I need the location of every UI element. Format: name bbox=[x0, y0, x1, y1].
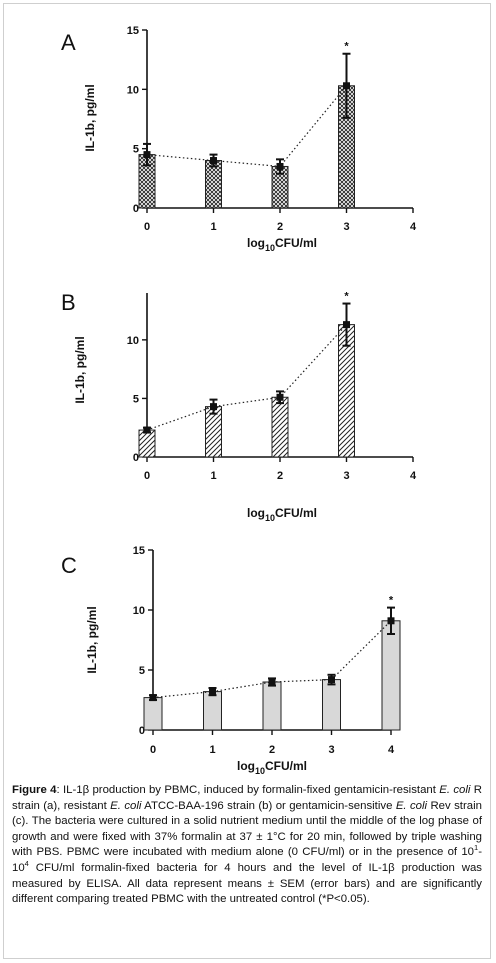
panel-c-x-tick-label-0: 0 bbox=[150, 744, 156, 756]
caption-text-3: ATCC-BAA-196 strain (b) or gentamicin-se… bbox=[141, 799, 396, 812]
figure-frame bbox=[3, 3, 491, 959]
panel-a-y-tick-label-10: 10 bbox=[127, 84, 139, 96]
panel-b-x-tick-label-2: 2 bbox=[277, 470, 283, 482]
panel-a-x-tick-label-1: 1 bbox=[210, 221, 216, 233]
panel-a-y-tick-label-0: 0 bbox=[133, 203, 139, 215]
panel-b-letter: B bbox=[61, 290, 76, 315]
caption-superscript-1: 1 bbox=[474, 843, 479, 853]
panel-b-x-axis-title-suffix: CFU/ml bbox=[275, 506, 317, 520]
panel-b-mean-marker-0 bbox=[143, 426, 151, 434]
caption-italic-3: E. coli bbox=[395, 799, 428, 812]
panel-b-x-tick-label-0: 0 bbox=[144, 470, 150, 482]
panel-a-x-tick-label-4: 4 bbox=[410, 221, 417, 233]
panel-a-mean-marker-0 bbox=[143, 151, 151, 159]
panel-c-letter: C bbox=[61, 553, 77, 578]
panel-b-y-axis-title: IL-1b, pg/ml bbox=[73, 336, 87, 403]
caption-italic-2: E. coli bbox=[110, 799, 142, 812]
caption-italic-1: E. coli bbox=[439, 784, 471, 796]
panel-a-x-tick-label-2: 2 bbox=[277, 221, 283, 233]
panel-b-y-tick-label-10: 10 bbox=[127, 335, 139, 347]
panel-b-bar-2 bbox=[271, 396, 289, 458]
panel-c-x-tick-label-4: 4 bbox=[388, 744, 395, 756]
panel-b-y-tick-label-5: 5 bbox=[133, 393, 139, 405]
panel-c-x-tick-label-2: 2 bbox=[269, 744, 275, 756]
panel-c-mean-marker-3 bbox=[328, 676, 335, 684]
panel-c-mean-marker-0 bbox=[149, 694, 157, 702]
panel-a-x-tick-label-0: 0 bbox=[144, 221, 150, 233]
panel-a-mean-marker-2 bbox=[276, 162, 284, 170]
panel-b-significance-marker-3: * bbox=[344, 291, 349, 303]
panel-a-trend-line bbox=[146, 85, 347, 168]
panel-a-mean-marker-3 bbox=[343, 82, 350, 90]
panel-b-mean-marker-1 bbox=[210, 403, 217, 411]
panel-a-x-axis-title-subscript: 10 bbox=[265, 243, 275, 253]
panel-b-x-axis-title-prefix: log bbox=[247, 506, 265, 520]
caption-label: Figure 4 bbox=[12, 784, 57, 796]
caption-text-1: : IL-1β production by PBMC, induced by f… bbox=[56, 784, 440, 796]
panel-c-mean-marker-1 bbox=[209, 688, 216, 696]
panel-c-bar-0 bbox=[143, 697, 163, 731]
panel-c-x-axis-title-suffix: CFU/ml bbox=[265, 759, 307, 773]
panel-b-x-axis-title-subscript: 10 bbox=[265, 513, 275, 523]
caption-text-5: -10 bbox=[12, 846, 482, 874]
panel-a-x-axis-title-prefix: log bbox=[247, 236, 265, 250]
panel-c-y-tick-label-15: 15 bbox=[133, 545, 145, 557]
panel-a-mean-marker-1 bbox=[210, 157, 217, 165]
panel-b-x-tick-label-4: 4 bbox=[410, 470, 417, 482]
panel-b-bar-0 bbox=[138, 429, 156, 458]
panel-a-y-tick-label-15: 15 bbox=[127, 25, 139, 37]
caption-text-2: R strain (a), resistant bbox=[12, 784, 482, 812]
panel-c-bar-3 bbox=[322, 679, 341, 731]
panel-c-significance-marker-4: * bbox=[389, 595, 394, 607]
caption-superscript-2: 4 bbox=[24, 859, 29, 869]
panel-a-bar-1 bbox=[205, 160, 222, 209]
panel-c-x-tick-label-1: 1 bbox=[209, 744, 215, 756]
panel-a-letter: A bbox=[61, 30, 76, 55]
panel-b-mean-marker-2 bbox=[276, 393, 284, 401]
panel-c-y-axis-title: IL-1b, pg/ml bbox=[85, 606, 99, 673]
panel-a-x-axis-title-suffix: CFU/ml bbox=[275, 236, 317, 250]
panel-c-bar-4 bbox=[381, 620, 401, 731]
panel-b-x-tick-label-3: 3 bbox=[343, 470, 349, 482]
panel-b-trend-line bbox=[146, 324, 347, 431]
figure-caption: Figure 4: IL-1β production by PBMC, indu… bbox=[12, 783, 482, 908]
panel-c-y-tick-label-0: 0 bbox=[139, 725, 145, 737]
panel-a-y-tick-label-5: 5 bbox=[133, 144, 139, 156]
panel-c-mean-marker-2 bbox=[268, 678, 276, 686]
panel-c-bar-2 bbox=[262, 681, 282, 731]
panel-a-y-axis-title: IL-1b, pg/ml bbox=[83, 84, 97, 151]
caption-text-6: CFU/ml formalin-fixed bacteria for 4 hou… bbox=[12, 861, 482, 906]
panel-b-y-tick-label-0: 0 bbox=[133, 452, 139, 464]
caption-text-4: Rev strain (c). The bacteria were cultur… bbox=[12, 799, 482, 859]
panel-c-x-axis-title-subscript: 10 bbox=[255, 766, 265, 776]
panel-b-x-tick-label-1: 1 bbox=[210, 470, 216, 482]
panel-c-x-tick-label-3: 3 bbox=[328, 744, 334, 756]
panel-b-x-axis-title: log10CFU/ml bbox=[247, 506, 317, 523]
panel-a-x-tick-label-3: 3 bbox=[343, 221, 349, 233]
panel-c-x-axis-title-prefix: log bbox=[237, 759, 255, 773]
panel-c-y-tick-label-10: 10 bbox=[133, 605, 145, 617]
panel-a-significance-marker-3: * bbox=[344, 41, 349, 53]
panel-a-x-axis-title: log10CFU/ml bbox=[247, 236, 317, 253]
panel-c-mean-marker-4 bbox=[387, 617, 395, 625]
panel-c-x-axis-title: log10CFU/ml bbox=[237, 759, 307, 776]
panel-c-y-tick-label-5: 5 bbox=[139, 665, 145, 677]
panel-b-mean-marker-3 bbox=[343, 321, 350, 329]
panel-c-bar-1 bbox=[203, 691, 222, 731]
